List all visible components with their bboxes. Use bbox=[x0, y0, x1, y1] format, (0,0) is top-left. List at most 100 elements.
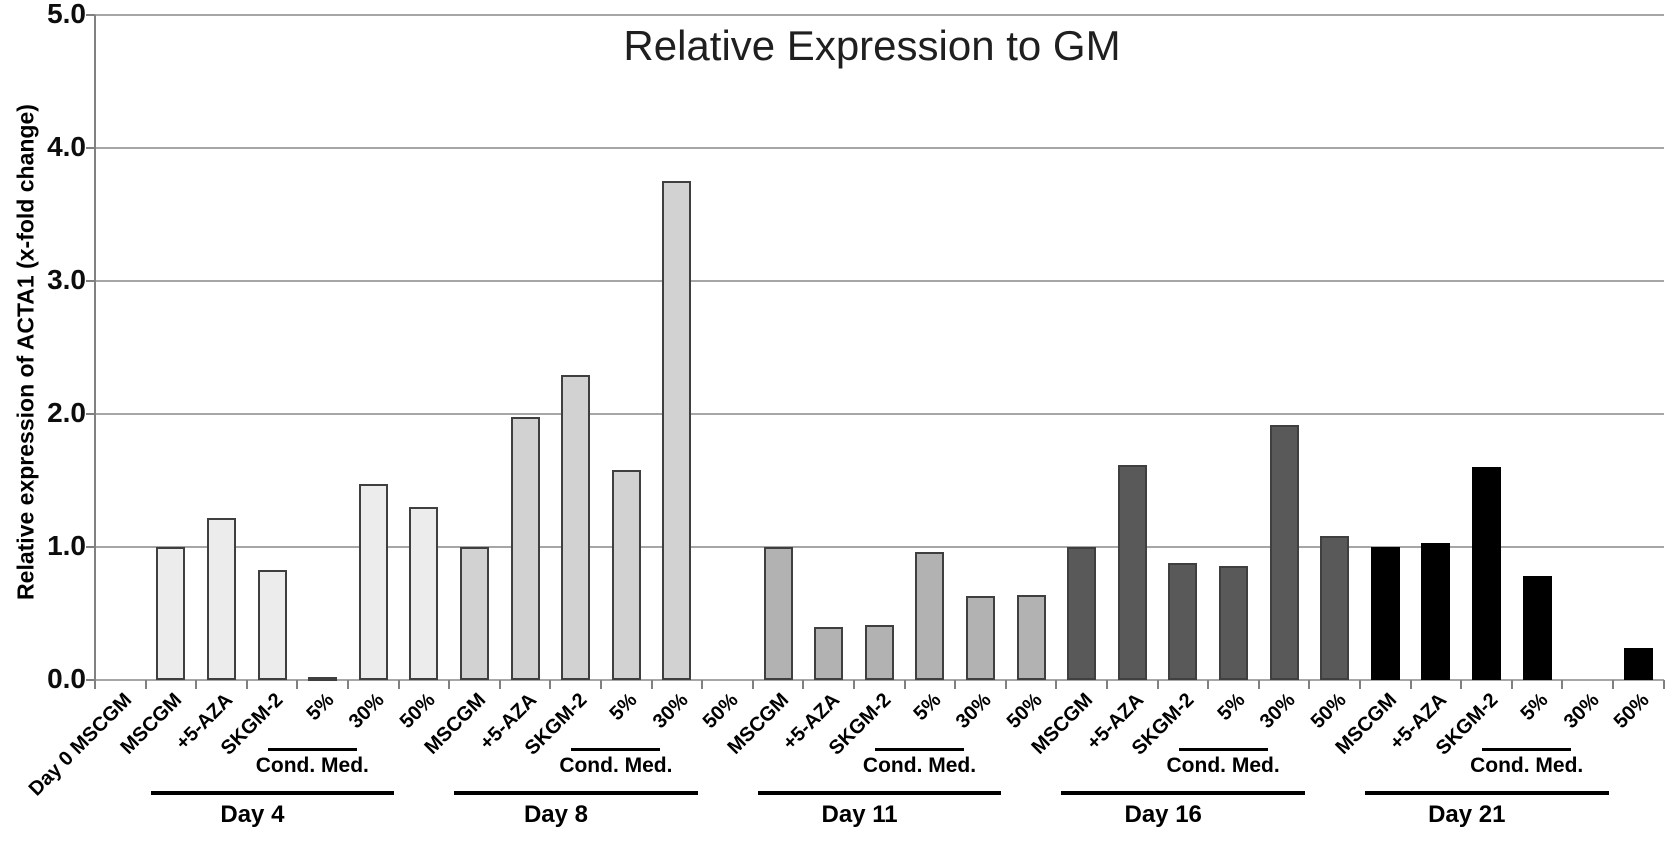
bar-day-21-50 bbox=[1623, 648, 1653, 680]
bar-day-4-5 bbox=[308, 677, 338, 681]
bar-day-16-5-aza bbox=[1117, 464, 1147, 680]
cond-med-line-day-16 bbox=[1178, 748, 1268, 751]
x-axis-tick bbox=[853, 680, 855, 689]
bar-day-16-5 bbox=[1219, 565, 1248, 680]
bar-day-11-5 bbox=[915, 552, 945, 680]
day-group-line-day-11 bbox=[757, 791, 1002, 795]
x-category-label-day-21-50: 50% bbox=[1610, 689, 1654, 733]
y-axis-tick-5.0 bbox=[86, 14, 95, 16]
x-category-label-day-16-5: 5% bbox=[1213, 689, 1250, 725]
x-category-label-day-4-30: 30% bbox=[345, 689, 389, 733]
bar-day-8-5 bbox=[611, 469, 641, 680]
day-group-label-day-11: Day 11 bbox=[821, 801, 898, 828]
gridline-5.0 bbox=[95, 14, 1664, 16]
x-category-label-day-16-50: 50% bbox=[1306, 689, 1351, 733]
x-category-label-day-8-50: 50% bbox=[699, 689, 744, 733]
x-axis-tick bbox=[1055, 680, 1058, 689]
y-tick-label-1-0: 1.0 bbox=[47, 530, 86, 561]
x-axis-tick bbox=[954, 680, 957, 689]
bar-day-11-5-aza bbox=[814, 626, 844, 680]
x-axis-tick bbox=[1106, 680, 1108, 689]
x-category-label-day-21-5: 5% bbox=[1516, 689, 1553, 725]
x-axis-tick bbox=[1510, 680, 1513, 689]
y-axis-tick-0.0 bbox=[86, 679, 95, 681]
y-axis-line bbox=[94, 15, 96, 689]
x-axis-tick bbox=[903, 680, 906, 689]
day-group-line-day-8 bbox=[454, 791, 698, 795]
x-category-label-day-8-5: 5% bbox=[605, 689, 642, 725]
x-axis-tick bbox=[1409, 680, 1412, 689]
y-axis-title: Relative expression of ACTA1 (x-fold cha… bbox=[12, 104, 39, 600]
x-axis-tick bbox=[1561, 680, 1564, 689]
bar-day-16-30 bbox=[1269, 424, 1299, 680]
cond-med-label-day-21: Cond. Med. bbox=[1470, 754, 1584, 777]
y-axis-tick-3.0 bbox=[86, 280, 95, 282]
x-axis-tick bbox=[1207, 680, 1210, 689]
bar-day-8-5-aza bbox=[510, 416, 540, 680]
bar-day-16-skgm-2 bbox=[1168, 562, 1198, 680]
x-category-label-day-16-30: 30% bbox=[1255, 689, 1300, 733]
gridline-1.0 bbox=[95, 546, 1664, 548]
x-axis-tick bbox=[751, 680, 754, 689]
x-axis-tick bbox=[1662, 680, 1665, 689]
x-axis-tick bbox=[195, 680, 198, 689]
x-axis-tick bbox=[802, 680, 805, 689]
x-axis-tick bbox=[1612, 680, 1614, 689]
x-axis-tick bbox=[650, 680, 653, 689]
day-group-line-day-4 bbox=[150, 791, 395, 795]
bar-day-11-skgm-2 bbox=[864, 625, 894, 680]
chart-title: Relative Expression to GM bbox=[623, 22, 1121, 69]
x-category-label-day-8-30: 30% bbox=[648, 689, 693, 733]
day-group-label-day-8: Day 8 bbox=[523, 801, 589, 828]
bar-day-21-skgm-2 bbox=[1472, 467, 1501, 680]
x-axis-tick bbox=[498, 680, 501, 689]
x-axis-tick bbox=[600, 680, 602, 689]
x-axis-tick bbox=[1004, 680, 1007, 689]
x-axis-tick bbox=[1460, 680, 1463, 689]
bar-day-11-mscgm bbox=[763, 547, 793, 680]
y-tick-label-5-0: 5.0 bbox=[47, 0, 86, 29]
x-category-label-day-4-5: 5% bbox=[302, 689, 339, 725]
x-axis-tick bbox=[347, 680, 349, 689]
cond-med-label-day-11: Cond. Med. bbox=[862, 754, 977, 777]
y-tick-label-3-0: 3.0 bbox=[47, 264, 86, 295]
day-group-line-day-21 bbox=[1365, 791, 1609, 795]
x-axis-tick bbox=[1308, 680, 1311, 689]
bar-day-8-mscgm bbox=[460, 547, 489, 680]
x-axis-tick bbox=[1257, 680, 1260, 689]
day-group-line-day-16 bbox=[1061, 791, 1305, 795]
gridline-0.0 bbox=[95, 679, 1664, 681]
x-axis-tick bbox=[448, 680, 451, 689]
day-group-label-day-16: Day 16 bbox=[1124, 801, 1202, 828]
y-tick-label-0-0: 0.0 bbox=[47, 663, 86, 694]
x-axis-tick bbox=[701, 680, 704, 689]
cond-med-line-day-11 bbox=[874, 748, 965, 751]
bar-day-11-50 bbox=[1016, 594, 1046, 680]
x-axis-tick bbox=[549, 680, 552, 689]
bar-day-21-mscgm bbox=[1370, 547, 1400, 680]
x-axis-tick bbox=[245, 680, 248, 689]
bar-day-16-mscgm bbox=[1067, 547, 1097, 680]
cond-med-line-day-21 bbox=[1482, 748, 1572, 751]
day-group-label-day-4: Day 4 bbox=[220, 801, 285, 828]
x-category-label-day-21-30: 30% bbox=[1559, 689, 1604, 733]
day-group-label-day-21: Day 21 bbox=[1428, 801, 1506, 828]
x-axis-tick bbox=[296, 680, 299, 689]
y-axis-tick-1.0 bbox=[86, 546, 95, 548]
x-axis-tick bbox=[397, 680, 400, 689]
bar-day-4-mscgm bbox=[156, 547, 186, 680]
x-category-label-day-11-50: 50% bbox=[1002, 689, 1047, 733]
cond-med-label-day-8: Cond. Med. bbox=[559, 754, 673, 777]
x-axis-tick bbox=[94, 680, 96, 689]
x-axis-tick bbox=[1359, 680, 1361, 689]
y-tick-label-4-0: 4.0 bbox=[47, 131, 86, 162]
bar-day-4-30 bbox=[358, 484, 388, 680]
bar-day-4-5-aza bbox=[207, 517, 236, 680]
bar-day-4-skgm-2 bbox=[257, 569, 287, 680]
gridline-3.0 bbox=[95, 280, 1664, 282]
bar-day-4-50 bbox=[409, 507, 439, 680]
x-axis-tick bbox=[144, 680, 147, 689]
bar-day-11-30 bbox=[966, 596, 995, 680]
cond-med-label-day-4: Cond. Med. bbox=[255, 754, 369, 777]
x-axis-tick bbox=[1156, 680, 1159, 689]
